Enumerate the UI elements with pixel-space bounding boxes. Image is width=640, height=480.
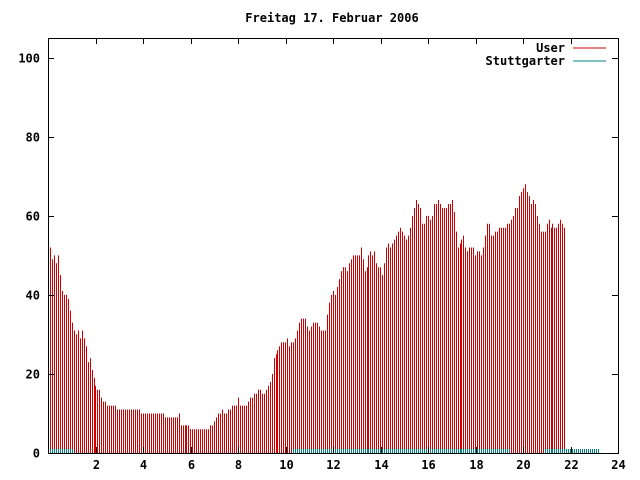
x-tick-label: 2	[93, 458, 100, 472]
plot-bars	[48, 184, 565, 453]
y-tick-label: 0	[33, 447, 40, 461]
legend-label: User	[536, 41, 565, 55]
x-tick-label: 6	[188, 458, 195, 472]
x-tick-label: 18	[469, 458, 483, 472]
x-tick-label: 14	[374, 458, 388, 472]
y-tick-label: 60	[26, 210, 40, 224]
x-tick-label: 12	[326, 458, 340, 472]
x-tick-label: 22	[564, 458, 578, 472]
y-tick-label: 80	[26, 131, 40, 145]
y-tick-label: 40	[26, 289, 40, 303]
x-tick-label: 10	[279, 458, 293, 472]
legend-label: Stuttgarter	[486, 54, 565, 68]
y-axis: 0 20 40 60 80 100	[18, 52, 618, 461]
x-tick-label: 24	[611, 458, 625, 472]
x-tick-label: 8	[235, 458, 242, 472]
x-tick-label: 16	[421, 458, 435, 472]
x-axis: 2 4 6 8 10 12 14 16 18 20 22 24	[93, 38, 626, 472]
y-tick-label: 20	[26, 368, 40, 382]
x-tick-label: 20	[516, 458, 530, 472]
x-tick-label: 4	[140, 458, 147, 472]
chart-title: Freitag 17. Februar 2006	[245, 11, 418, 25]
y-tick-label: 100	[18, 52, 40, 66]
plot-bars-secondary	[48, 449, 599, 453]
